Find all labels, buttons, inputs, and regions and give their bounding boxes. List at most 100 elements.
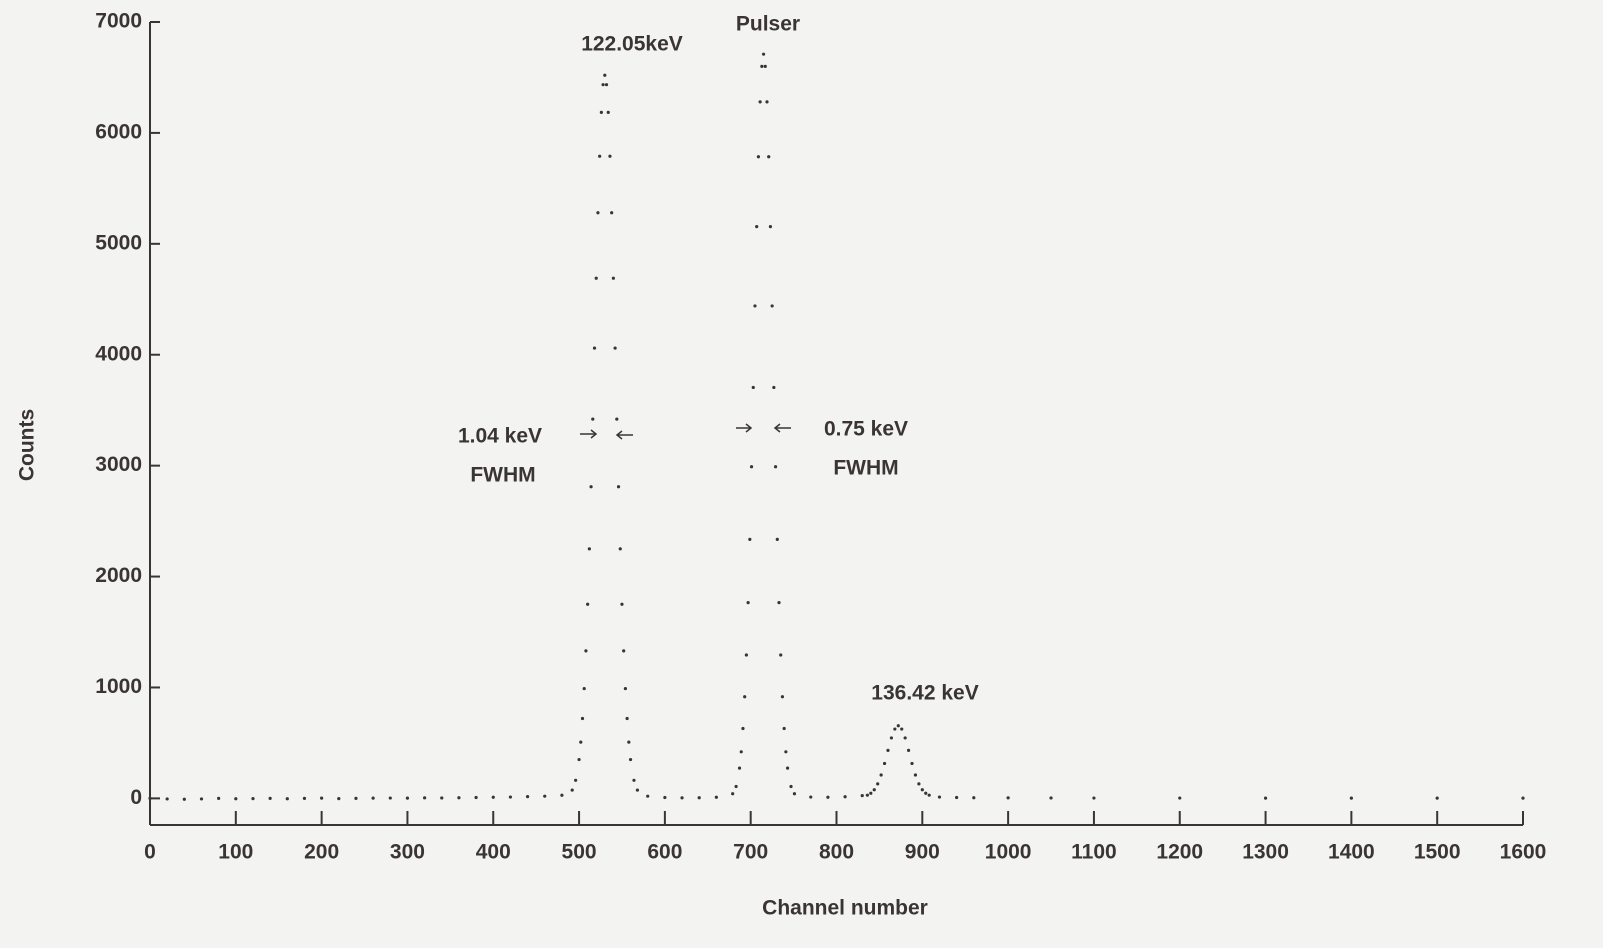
data-point	[354, 796, 358, 800]
data-point	[731, 792, 735, 796]
data-point	[924, 791, 928, 795]
x-tick-label: 300	[390, 841, 425, 864]
data-point	[491, 795, 495, 799]
data-point	[604, 83, 609, 87]
data-point	[784, 750, 788, 754]
data-point	[758, 100, 762, 104]
data-point	[591, 417, 595, 421]
data-point	[872, 788, 876, 792]
annotation: Pulser	[736, 13, 800, 36]
data-point	[917, 782, 921, 786]
data-point	[508, 795, 513, 799]
data-point	[775, 537, 779, 542]
y-tick-label: 5000	[95, 231, 142, 254]
data-point	[744, 653, 748, 657]
data-point	[574, 778, 578, 782]
data-point	[785, 766, 790, 770]
data-point	[761, 52, 766, 56]
x-tick-label: 500	[562, 841, 597, 864]
annotation: FWHM	[833, 457, 898, 480]
data-point	[601, 83, 605, 87]
data-point	[756, 155, 761, 159]
x-tick-label: 0	[144, 841, 156, 864]
data-point	[302, 796, 307, 800]
data-point	[860, 794, 864, 798]
data-point	[589, 485, 593, 489]
data-point	[582, 686, 586, 691]
data-point	[1521, 796, 1525, 800]
data-point	[320, 796, 324, 800]
data-point	[782, 726, 786, 731]
data-point	[879, 773, 883, 777]
data-point	[865, 793, 869, 797]
data-point	[632, 778, 636, 782]
data-point	[182, 797, 186, 801]
data-point	[598, 154, 602, 158]
annotation: 0.75 keV	[824, 418, 908, 441]
data-point	[217, 796, 221, 800]
y-axis-label: Counts	[16, 409, 39, 481]
data-point	[913, 773, 918, 777]
data-point	[599, 110, 603, 114]
x-tick-label: 100	[218, 841, 253, 864]
data-point	[869, 791, 873, 795]
y-tick-label: 2000	[95, 564, 142, 587]
data-point	[596, 211, 600, 215]
y-tick-label: 6000	[95, 120, 142, 143]
data-point	[615, 417, 619, 421]
data-point	[903, 736, 907, 740]
data-point	[234, 797, 238, 801]
data-point	[388, 796, 392, 800]
data-point	[768, 225, 773, 229]
data-point	[753, 304, 757, 308]
x-tick-label: 200	[304, 841, 339, 864]
data-point	[889, 736, 894, 740]
data-point	[337, 797, 341, 801]
data-point	[755, 225, 759, 229]
data-point	[440, 796, 444, 800]
data-point	[586, 602, 590, 606]
data-point	[268, 796, 272, 800]
data-point	[560, 793, 564, 797]
data-point	[697, 796, 701, 800]
data-point	[613, 346, 617, 350]
y-tick-label: 4000	[95, 342, 142, 365]
data-point	[623, 686, 628, 691]
x-tick-label: 400	[476, 841, 511, 864]
data-point	[772, 385, 776, 390]
data-point	[809, 795, 813, 799]
data-point	[627, 740, 631, 744]
data-point	[1349, 796, 1353, 800]
data-point	[199, 797, 204, 801]
data-point	[893, 727, 897, 731]
data-point	[746, 601, 750, 605]
annotation: 1.04 keV	[458, 425, 542, 448]
data-point	[779, 653, 783, 657]
data-point	[405, 796, 410, 800]
data-point	[620, 602, 624, 606]
data-point	[635, 788, 640, 792]
data-point	[610, 211, 614, 215]
data-point	[525, 795, 530, 799]
data-point	[663, 795, 667, 800]
data-point	[927, 793, 931, 797]
data-point	[1049, 796, 1053, 800]
data-point	[789, 784, 793, 789]
x-tick-label: 1400	[1328, 841, 1375, 864]
data-point	[937, 795, 942, 799]
data-point	[920, 788, 924, 792]
data-point	[251, 797, 255, 801]
data-point	[910, 761, 914, 766]
data-point	[1263, 796, 1268, 800]
data-point	[592, 346, 597, 350]
x-tick-label: 1300	[1242, 841, 1289, 864]
data-point	[285, 797, 289, 801]
data-point	[680, 796, 684, 800]
x-tick-label: 900	[905, 841, 940, 864]
data-point	[625, 716, 629, 721]
x-tick-label: 800	[819, 841, 854, 864]
data-point	[741, 726, 745, 731]
data-point	[906, 748, 911, 752]
